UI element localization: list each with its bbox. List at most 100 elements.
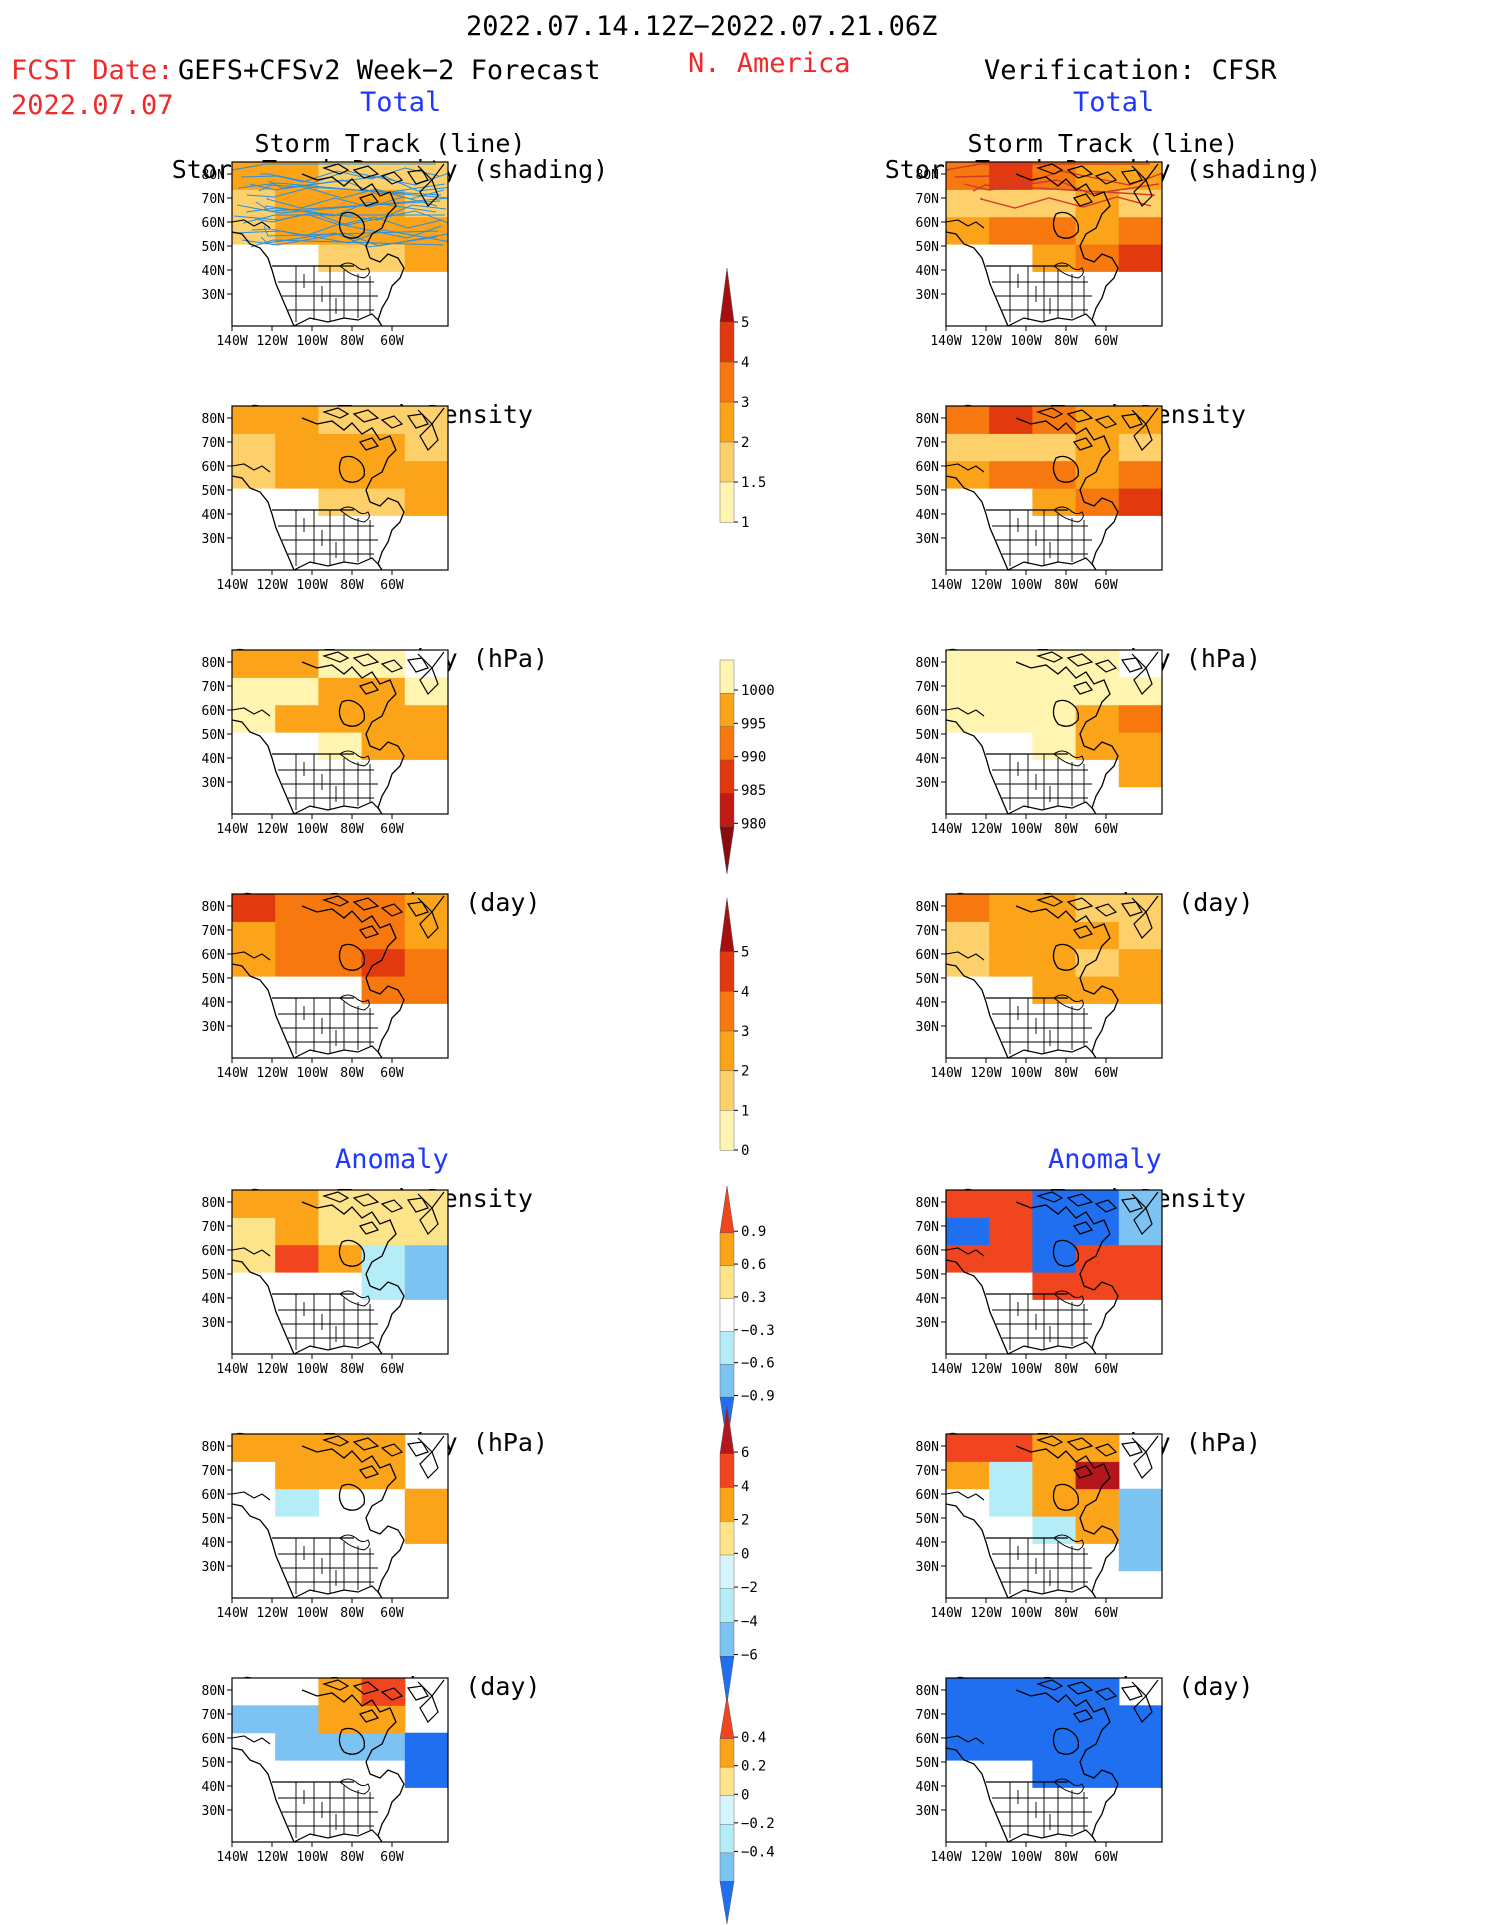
lon-tick-label: 100W <box>296 1362 327 1377</box>
colorbar-swatch <box>719 1110 735 1151</box>
colorbar-swatch <box>719 1521 735 1556</box>
lon-tick-label: 100W <box>1010 1066 1041 1081</box>
lon-tick-label: 140W <box>216 334 247 349</box>
lon-tick-label: 80W <box>340 1362 364 1377</box>
lat-tick-label: 70N <box>916 436 939 451</box>
colorbar-label: 1 <box>741 515 749 531</box>
map-frame <box>945 893 1163 1059</box>
heat-cell <box>404 1516 448 1544</box>
lat-tick-label: 60N <box>202 1732 225 1747</box>
colorbar-density_total: 5 4 3 2 1.5 1 <box>719 267 766 531</box>
colorbar-label: 4 <box>741 1479 749 1495</box>
colorbar-label: 3 <box>741 395 749 411</box>
heat-cell <box>989 1244 1033 1273</box>
heat-cell <box>361 1705 406 1734</box>
heat-cell <box>275 460 319 489</box>
lat-tick-label: 40N <box>916 264 939 279</box>
lat-tick-label: 70N <box>202 1464 225 1479</box>
lat-tick-label: 80N <box>202 1196 225 1211</box>
lon-tick-label: 140W <box>930 822 961 837</box>
lat-tick-label: 40N <box>202 1536 225 1551</box>
lat-tick-label: 30N <box>202 776 225 791</box>
lat-tick-label: 50N <box>202 1268 225 1283</box>
colorbar-label: 4 <box>741 984 749 1000</box>
heat-cell <box>318 488 363 516</box>
heat-cell <box>361 1461 406 1490</box>
heat-cell <box>275 921 319 950</box>
colorbar-label: 0.9 <box>741 1224 766 1240</box>
heat-cell <box>318 244 363 272</box>
heat-cell <box>1032 1190 1077 1218</box>
lon-tick-label: 80W <box>1054 822 1078 837</box>
lat-tick-label: 60N <box>202 948 225 963</box>
heat-cell <box>946 406 990 434</box>
heat-cell <box>946 704 990 733</box>
map-frame <box>231 1433 449 1599</box>
heat-cell <box>1075 1461 1120 1490</box>
heat-cell <box>1032 650 1077 678</box>
heat-cell <box>404 1244 448 1273</box>
lon-tick-label: 80W <box>340 1850 364 1865</box>
storm-track-line <box>249 179 446 195</box>
heat-cell <box>404 948 448 977</box>
heat-cell <box>1118 460 1162 489</box>
colorbar-duration_anomaly: 0.4 0.2 0 −0.2 −0.4 <box>719 1695 775 1925</box>
heat-cell <box>1032 1678 1077 1706</box>
storm-track-line <box>946 163 1150 171</box>
heat-cell <box>1075 1705 1120 1734</box>
colorbar-label: 995 <box>741 716 766 732</box>
map-panel-cfsr-anomaly-duration: 80N 70N 60N 50N 40N 30N 140W 120W 100W 80W 60W <box>916 1677 1163 1865</box>
lat-tick-label: 30N <box>916 1560 939 1575</box>
colorbar-swatch <box>719 1232 735 1267</box>
lat-tick-label: 70N <box>916 924 939 939</box>
lon-tick-label: 120W <box>970 1066 1001 1081</box>
lat-tick-label: 40N <box>202 1292 225 1307</box>
lon-tick-label: 80W <box>1054 334 1078 349</box>
heat-cell <box>946 1434 990 1462</box>
lat-tick-label: 60N <box>916 704 939 719</box>
right-total-label: Total <box>1073 87 1155 118</box>
heat-cell <box>404 732 448 760</box>
heat-cell <box>275 894 319 922</box>
colorbar-intensity_anomaly: 6 4 2 0 −2 −4 −6 <box>719 1405 758 1705</box>
colorbar-swatch <box>719 1881 735 1925</box>
heat-cell <box>1032 976 1077 1004</box>
colorbar-label: 4 <box>741 355 749 371</box>
heat-cell <box>318 732 363 760</box>
lat-tick-label: 30N <box>202 532 225 547</box>
lon-tick-label: 80W <box>1054 1362 1078 1377</box>
heat-cell <box>1032 894 1077 922</box>
heat-cell <box>1032 488 1077 516</box>
heat-cell <box>1075 677 1120 706</box>
lon-tick-label: 80W <box>1054 1066 1078 1081</box>
heat-cell <box>1118 948 1162 977</box>
colorbar-label: −0.2 <box>741 1816 775 1832</box>
lat-tick-label: 50N <box>202 484 225 499</box>
lon-tick-label: 120W <box>970 822 1001 837</box>
lat-tick-label: 40N <box>916 752 939 767</box>
colorbar-label: 5 <box>741 945 749 961</box>
lat-tick-label: 40N <box>202 1780 225 1795</box>
heat-cell <box>946 1461 990 1490</box>
lat-tick-label: 50N <box>916 1756 939 1771</box>
colorbar-swatch <box>719 1265 735 1300</box>
colorbar-swatch <box>719 1852 735 1883</box>
heat-cell <box>404 1272 448 1300</box>
lat-tick-label: 80N <box>916 168 939 183</box>
heat-cell <box>1032 1516 1077 1544</box>
heat-cell <box>275 704 319 733</box>
lat-tick-label: 80N <box>916 412 939 427</box>
colorbar-label: −0.9 <box>741 1389 775 1405</box>
heat-cell <box>989 1705 1033 1734</box>
heat-cell <box>1118 704 1162 733</box>
lon-tick-label: 80W <box>1054 1606 1078 1621</box>
heat-cell <box>1118 216 1162 245</box>
colorbar-label: −0.4 <box>741 1844 775 1860</box>
heat-cell <box>1032 1434 1077 1462</box>
fcst-date-value: 2022.07.07 <box>11 90 174 121</box>
lat-tick-label: 60N <box>202 460 225 475</box>
heat-cell <box>318 1190 363 1218</box>
verification-label: Verification: CFSR <box>984 55 1277 86</box>
heat-cell <box>318 1217 363 1246</box>
heat-cell <box>1118 732 1162 760</box>
